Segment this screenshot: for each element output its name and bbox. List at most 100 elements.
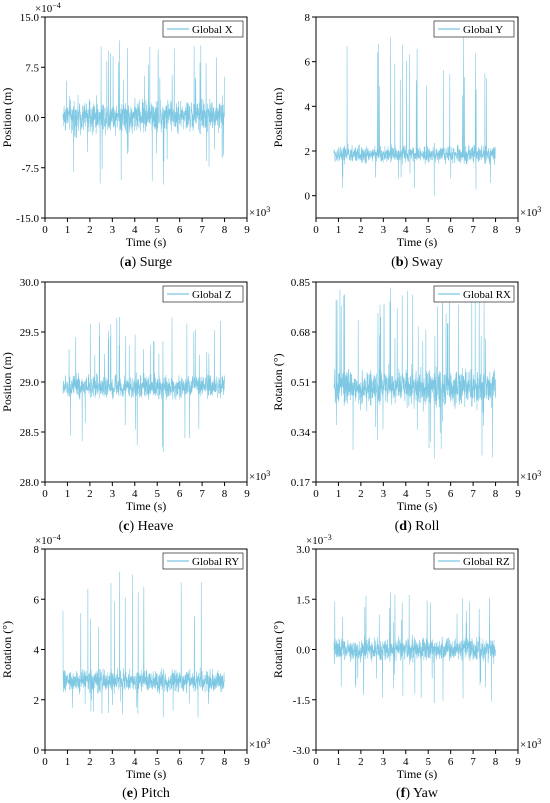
x-tick-label: 2 (358, 488, 364, 500)
x-axis-label: Time (s) (126, 499, 167, 513)
x-tick-label: 2 (87, 488, 93, 500)
panel-caption: (f) Yaw (396, 786, 439, 801)
legend-label: Global X (192, 24, 233, 36)
y-tick-label: -3.0 (293, 745, 311, 757)
y-axis-label: Rotation (°) (0, 621, 14, 678)
y-tick-label: 6 (305, 57, 311, 69)
y-axis-label: Rotation (°) (271, 621, 285, 678)
x-tick-label: 9 (515, 488, 521, 500)
panel-caption: (e) Pitch (122, 786, 170, 801)
panel-c: 0 1 2 3 4 5 6 7 8 9 28.0 28.5 29.0 29.5 30.0 ×103 Time (… (0, 277, 270, 534)
x-tick-label: 9 (515, 756, 521, 768)
x-multiplier: ×103 (249, 205, 270, 219)
panel-caption: (c) Heave (119, 519, 174, 534)
x-tick-label: 3 (381, 756, 387, 768)
legend-box (162, 20, 244, 38)
y-multiplier: ×10−3 (306, 533, 332, 547)
x-tick-label: 6 (448, 224, 454, 236)
x-axis-label: Time (s) (126, 767, 167, 781)
x-tick-label: 4 (403, 756, 409, 768)
x-tick-label: 2 (358, 756, 364, 768)
x-tick-label: 3 (381, 224, 387, 236)
x-tick-label: 5 (425, 224, 431, 236)
y-tick-label: 0.34 (291, 427, 311, 439)
x-tick-label: 9 (244, 756, 250, 768)
panel-b: 0 1 2 3 4 5 6 7 8 9 0 2 4 6 8 ×103 Time (s) Position (m) G… (271, 12, 541, 270)
panel-caption: (d) Roll (395, 519, 440, 534)
x-tick-label: 7 (470, 224, 476, 236)
x-tick-label: 7 (470, 756, 476, 768)
y-tick-label: 3.0 (296, 544, 310, 556)
y-tick-label: 0.51 (291, 377, 310, 389)
y-tick-label: 2 (305, 146, 311, 158)
x-tick-label: 5 (154, 488, 160, 500)
x-tick-label: 1 (65, 488, 71, 500)
x-tick-label: 8 (222, 756, 228, 768)
x-axis-label: Time (s) (126, 235, 167, 249)
panel-caption: (a) Surge (120, 255, 172, 270)
x-tick-label: 6 (448, 756, 454, 768)
series-line (62, 316, 225, 453)
legend-label: Global RZ (463, 556, 510, 568)
legend-label: Global Z (192, 289, 232, 301)
x-tick-label: 4 (132, 224, 138, 236)
y-tick-label: 7.5 (25, 62, 39, 74)
x-tick-label: 5 (154, 224, 160, 236)
y-tick-label: 0.68 (291, 327, 311, 339)
x-tick-label: 5 (154, 756, 160, 768)
panel-a: 0 1 2 3 4 5 6 7 8 9 -15.0 -7.5 0.0 7.5 15.0 ×103 ×10−4 Ti… (0, 1, 270, 270)
x-tick-label: 7 (199, 224, 205, 236)
x-tick-label: 8 (222, 224, 228, 236)
series-line (333, 592, 496, 704)
plot-frame (44, 548, 248, 751)
x-tick-label: 8 (222, 488, 228, 500)
x-tick-label: 6 (177, 224, 183, 236)
x-tick-label: 5 (425, 756, 431, 768)
x-tick-label: 2 (358, 224, 364, 236)
legend-label: Global RY (192, 556, 239, 568)
legend-box (433, 285, 515, 303)
x-tick-label: 1 (65, 756, 71, 768)
x-tick-label: 3 (110, 756, 116, 768)
y-multiplier: ×10−4 (35, 1, 61, 15)
legend-label: Global Y (463, 24, 503, 36)
x-tick-label: 4 (132, 488, 138, 500)
y-tick-label: -1.5 (293, 695, 311, 707)
x-tick-label: 0 (313, 756, 319, 768)
legend-box (162, 285, 244, 303)
legend-box (433, 20, 515, 38)
x-tick-label: 2 (87, 224, 93, 236)
x-tick-label: 8 (493, 756, 499, 768)
x-tick-label: 0 (313, 224, 319, 236)
legend-label: Global RX (463, 289, 511, 301)
x-tick-label: 4 (403, 488, 409, 500)
x-tick-label: 3 (110, 488, 116, 500)
x-multiplier: ×103 (520, 469, 541, 483)
x-tick-label: 7 (470, 488, 476, 500)
panel-e: 0 1 2 3 4 5 6 7 8 9 0 2 4 6 8 ×103 ×10−4 Time (s) Rotation… (0, 533, 270, 801)
x-tick-label: 1 (336, 224, 342, 236)
x-tick-label: 3 (110, 224, 116, 236)
y-tick-label: 4 (34, 645, 40, 657)
panel-f: 0 1 2 3 4 5 6 7 8 9 -3.0 -1.5 0.0 1.5 3.0 ×103 ×10−3 Time… (271, 533, 541, 801)
x-tick-label: 0 (313, 488, 319, 500)
y-tick-label: -15.0 (16, 213, 39, 225)
x-tick-label: 3 (381, 488, 387, 500)
y-tick-label: 0.17 (291, 477, 311, 489)
y-tick-label: 0.85 (291, 277, 311, 289)
y-axis-label: Position (m) (271, 88, 285, 148)
x-tick-label: 6 (177, 756, 183, 768)
y-axis-label: Position (m) (0, 352, 14, 412)
panel-caption: (b) Sway (391, 255, 443, 270)
x-tick-label: 5 (425, 488, 431, 500)
x-multiplier: ×103 (520, 205, 541, 219)
x-tick-label: 7 (199, 756, 205, 768)
x-axis-label: Time (s) (397, 767, 438, 781)
y-tick-label: 30.0 (20, 277, 40, 289)
x-tick-label: 7 (199, 488, 205, 500)
y-tick-label: 8 (305, 12, 311, 24)
x-tick-label: 8 (493, 224, 499, 236)
x-axis-label: Time (s) (397, 235, 438, 249)
x-tick-label: 9 (244, 488, 250, 500)
